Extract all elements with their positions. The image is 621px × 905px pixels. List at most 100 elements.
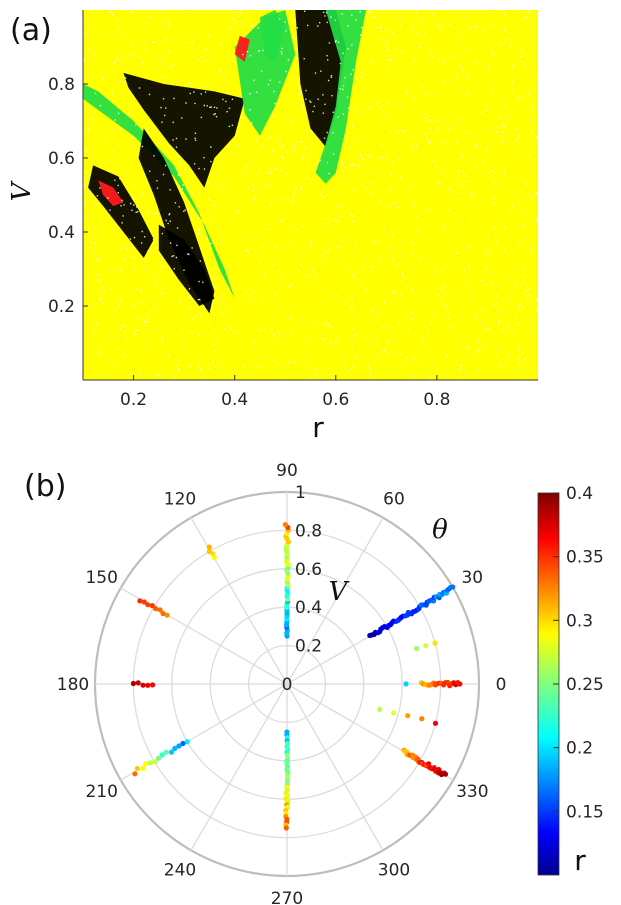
radial-ticks: 00.2 0.4 0.6 0.8 1: [282, 483, 322, 695]
polar-point: [142, 761, 149, 767]
region-red: [234, 35, 250, 62]
polar-point: [405, 713, 411, 719]
radial-tick-label: 0.8: [295, 521, 322, 541]
colorbar-tick-label: 0.3: [566, 611, 593, 631]
polar-point: [180, 740, 186, 747]
polar-point: [282, 522, 288, 528]
polar-point: [206, 544, 212, 550]
theta-axis-label: θ: [432, 515, 448, 545]
theta-tick-label: 90: [276, 461, 298, 481]
polar-point: [160, 610, 166, 617]
colorbar-ticks: 0.15 0.2 0.25 0.3 0.35 0.4: [553, 484, 604, 822]
radial-tick-label: 1: [295, 483, 306, 503]
polar-point: [130, 680, 136, 687]
polar-spoke: [190, 517, 288, 685]
radial-tick-label: 0.4: [295, 598, 322, 618]
polar-point: [450, 584, 456, 590]
panel-a-x-axis-label: r: [312, 411, 324, 444]
polar-point: [432, 640, 438, 646]
x-tick-label: 0.4: [221, 390, 248, 410]
polar-point: [140, 682, 146, 688]
region-green: [315, 10, 367, 184]
polar-point: [414, 645, 420, 652]
theta-tick-label: 60: [383, 490, 405, 510]
polar-point: [157, 607, 163, 613]
polar-point: [176, 743, 182, 749]
polar-point: [442, 771, 449, 777]
polar-point: [134, 765, 140, 772]
region-red: [98, 180, 124, 207]
theta-ticks: 0 30 60 90 120 150 180 210 240 270 300 330: [57, 461, 507, 905]
panel-a-y-ticks: 0.2 0.4 0.6 0.8: [48, 75, 88, 317]
polar-point: [145, 682, 151, 688]
y-tick-label: 0.8: [48, 75, 75, 95]
panel-a-label: (a): [10, 13, 52, 48]
radial-tick-label: 0.2: [295, 637, 322, 657]
radial-axis-label: V: [329, 577, 350, 607]
panel-a-plot: 0.2 0.4 0.6 0.8 0.2 0.4 0.6 0.8: [48, 10, 540, 410]
panel-a-x-ticks: 0.2 0.4 0.6 0.8: [120, 375, 450, 410]
polar-spoke: [286, 517, 384, 685]
theta-tick-label: 270: [271, 889, 303, 905]
panel-b-polar-plot: 00.20.40.60.81 0306090120150180210240270…: [57, 461, 507, 905]
theta-tick-label: 0: [496, 675, 507, 695]
polar-point: [457, 681, 463, 687]
colorbar-label: r: [574, 844, 586, 877]
polar-point: [147, 760, 153, 766]
region-green: [83, 84, 235, 299]
region-black: [158, 224, 215, 306]
polar-point: [283, 825, 289, 831]
theta-tick-label: 150: [85, 568, 117, 588]
polar-point: [432, 720, 439, 726]
polar-point: [132, 771, 138, 777]
theta-tick-label: 180: [57, 675, 89, 695]
polar-point: [419, 716, 425, 722]
polar-point: [423, 643, 429, 649]
polar-point: [135, 680, 141, 686]
polar-point: [137, 598, 143, 604]
x-tick-label: 0.2: [120, 390, 147, 410]
polar-point: [391, 710, 397, 716]
polar-point: [159, 752, 165, 758]
polar-point: [403, 681, 409, 687]
theta-tick-label: 120: [164, 490, 196, 510]
y-tick-label: 0.4: [48, 223, 75, 243]
region-green: [259, 10, 286, 62]
y-tick-label: 0.6: [48, 149, 75, 169]
polar-point: [152, 759, 158, 765]
theta-tick-label: 330: [456, 782, 488, 802]
colorbar-tick-label: 0.4: [566, 484, 593, 504]
polar-spoke: [190, 683, 288, 851]
radial-tick-label: 0: [282, 675, 293, 695]
polar-point: [168, 749, 175, 755]
polar-points: [130, 522, 463, 831]
polar-point: [145, 602, 151, 608]
polar-point: [141, 599, 147, 605]
polar-point: [377, 706, 383, 712]
panel-a-y-axis-label: V: [7, 180, 37, 201]
colorbar-tick-label: 0.25: [566, 675, 604, 695]
polar-point: [150, 682, 156, 688]
colorbar-tick-label: 0.2: [566, 739, 593, 759]
region-black: [123, 72, 245, 188]
colorbar-tick-label: 0.35: [566, 548, 604, 568]
theta-tick-label: 210: [85, 782, 117, 802]
theta-tick-label: 300: [378, 860, 410, 880]
colorbar-tick-label: 0.15: [566, 802, 604, 822]
theta-tick-label: 30: [461, 568, 483, 588]
x-tick-label: 0.8: [423, 390, 450, 410]
polar-spoke: [286, 683, 384, 851]
polar-point: [149, 603, 155, 609]
polar-point: [206, 548, 212, 555]
polar-point: [163, 749, 169, 755]
polar-point: [153, 606, 159, 612]
radial-tick-label: 0.6: [295, 560, 322, 580]
polar-point: [156, 755, 162, 761]
x-tick-label: 0.6: [322, 390, 349, 410]
polar-point: [140, 766, 146, 772]
theta-tick-label: 240: [164, 860, 196, 880]
polar-point: [164, 612, 170, 618]
polar-point: [172, 745, 178, 752]
y-tick-label: 0.2: [48, 297, 75, 317]
